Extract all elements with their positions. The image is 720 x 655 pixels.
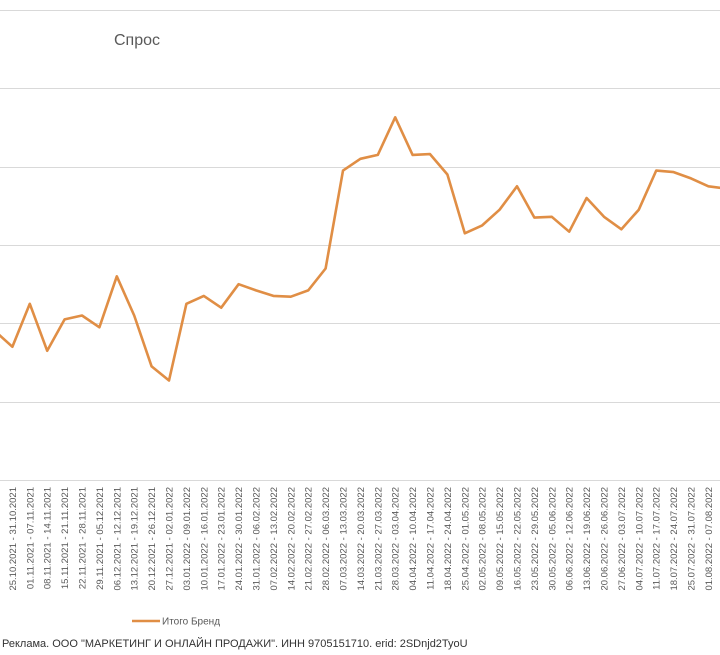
x-tick-label: 25.10.2021 - 31.10.2021	[8, 487, 19, 591]
x-tick-label: 25.07.2022 - 31.07.2022	[687, 487, 698, 591]
x-tick-label: 04.04.2022 - 10.04.2022	[408, 487, 419, 591]
x-tick-label: 03.01.2022 - 09.01.2022	[182, 487, 193, 591]
x-tick-label: 06.06.2022 - 12.06.2022	[565, 487, 576, 591]
gridlines	[0, 10, 720, 481]
x-tick-label: 08.11.2021 - 14.11.2021	[43, 487, 54, 589]
x-tick-label: 13.12.2021 - 19.12.2021	[130, 487, 141, 591]
x-tick-label: 17.01.2022 - 23.01.2022	[217, 487, 228, 591]
x-tick-label: 13.06.2022 - 19.06.2022	[582, 487, 593, 591]
x-tick-label: 14.02.2022 - 20.02.2022	[286, 487, 297, 591]
x-tick-label: 20.12.2021 - 26.12.2021	[147, 487, 158, 591]
x-tick-label: 09.05.2022 - 15.05.2022	[495, 487, 506, 591]
x-tick-label: 25.04.2022 - 01.05.2022	[460, 487, 471, 591]
line-chart: Спрос 18.10.2021 - 24.10.2021 25.10.2021 -…	[0, 10, 720, 628]
series-line-itogo-brend	[0, 116, 720, 382]
x-tick-label: 28.02.2022 - 06.03.2022	[321, 487, 332, 591]
x-tick-label: 24.01.2022 - 30.01.2022	[234, 487, 245, 591]
x-tick-label: 07.02.2022 - 13.02.2022	[269, 487, 280, 591]
x-tick-label: 31.01.2022 - 06.02.2022	[252, 487, 263, 591]
x-tick-label: 01.08.2022 - 07.08.2022	[704, 487, 715, 591]
x-tick-label: 30.05.2022 - 05.06.2022	[547, 487, 558, 591]
x-tick-label: 04.07.2022 - 10.07.2022	[634, 487, 645, 591]
x-tick-label: 28.03.2022 - 03.04.2022	[391, 487, 402, 591]
x-tick-label: 01.11.2021 - 07.11.2021	[25, 487, 36, 589]
x-tick-label: 07.03.2022 - 13.03.2022	[339, 487, 350, 591]
x-tick-label: 10.01.2022 - 16.01.2022	[199, 487, 210, 591]
x-tick-label: 23.05.2022 - 29.05.2022	[530, 487, 541, 591]
x-tick-label: 15.11.2021 - 21.11.2021	[60, 487, 71, 589]
x-tick-label: 18.10.2021 - 24.10.2021	[0, 487, 2, 591]
chart-area: Спрос 18.10.2021 - 24.10.2021 25.10.2021 -…	[0, 10, 720, 628]
x-tick-label: 11.07.2022 - 17.07.2022	[652, 487, 663, 590]
x-tick-label: 21.03.2022 - 27.03.2022	[373, 487, 384, 591]
x-tick-label: 02.05.2022 - 08.05.2022	[478, 487, 489, 591]
x-axis-tick-labels: 18.10.2021 - 24.10.2021 25.10.2021 - 31.1…	[0, 487, 715, 591]
legend: Итого Бренд	[132, 617, 220, 628]
x-tick-label: 27.12.2021 - 02.01.2022	[165, 487, 176, 591]
x-tick-label: 21.02.2022 - 27.02.2022	[304, 487, 315, 591]
ad-disclaimer: Реклама. ООО "МАРКЕТИНГ И ОНЛАЙН ПРОДАЖИ…	[2, 638, 468, 650]
x-tick-label: 29.11.2021 - 05.12.2021	[95, 487, 106, 590]
x-tick-label: 27.06.2022 - 03.07.2022	[617, 487, 628, 591]
x-tick-label: 16.05.2022 - 22.05.2022	[513, 487, 524, 591]
chart-title: Спрос	[114, 32, 160, 49]
x-tick-label: 22.11.2021 - 28.11.2021	[78, 487, 89, 589]
x-tick-label: 18.04.2022 - 24.04.2022	[443, 487, 454, 591]
x-tick-label: 14.03.2022 - 20.03.2022	[356, 487, 367, 591]
x-tick-label: 18.07.2022 - 24.07.2022	[669, 487, 680, 591]
x-tick-label: 06.12.2021 - 12.12.2021	[112, 487, 123, 591]
x-tick-label: 11.04.2022 - 17.04.2022	[426, 487, 437, 590]
legend-label: Итого Бренд	[162, 617, 220, 628]
x-tick-label: 20.06.2022 - 26.06.2022	[600, 487, 611, 591]
